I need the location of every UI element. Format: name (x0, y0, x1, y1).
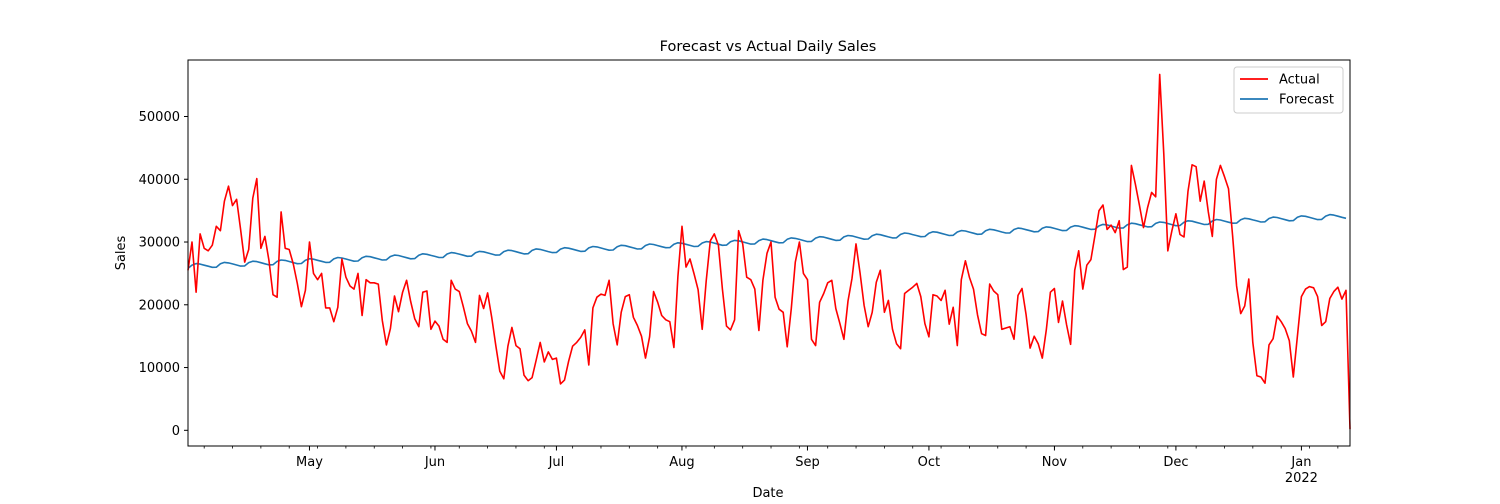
chart-title: Forecast vs Actual Daily Sales (660, 39, 877, 55)
y-tick-label: 40000 (139, 173, 180, 188)
x-axis-label: Date (752, 486, 783, 500)
y-tick-label: 0 (172, 424, 180, 439)
x-tick-label: Oct (918, 455, 940, 470)
series-line-actual (187, 73, 1351, 430)
y-tick-label: 50000 (139, 110, 180, 125)
legend-label-actual: Actual (1279, 73, 1320, 88)
x-tick-label: May (296, 455, 323, 470)
x-tick-label: Jan (1290, 455, 1311, 470)
plot-frame (187, 59, 1351, 447)
axes: 0 10000 20000 30000 40000 50000 May Jun Jul Aug Se… (139, 59, 1351, 486)
series-line-forecast (187, 213, 1347, 270)
x-tick-year-label: 2022 (1285, 471, 1318, 486)
x-tick-label: Sep (795, 455, 820, 470)
x-tick-label: Jun (424, 455, 445, 470)
y-tick-label: 20000 (139, 298, 180, 313)
y-axis-label: Sales (114, 235, 129, 270)
x-tick-label: Nov (1042, 455, 1068, 470)
x-tick-label: Jul (548, 455, 565, 470)
legend: Actual Forecast (1233, 66, 1344, 114)
y-tick-label: 30000 (139, 236, 180, 251)
legend-label-forecast: Forecast (1279, 93, 1334, 108)
plot-area (187, 73, 1351, 430)
x-tick-label: Aug (669, 455, 694, 470)
y-tick-label: 10000 (139, 361, 180, 376)
x-tick-label: Dec (1163, 455, 1188, 470)
